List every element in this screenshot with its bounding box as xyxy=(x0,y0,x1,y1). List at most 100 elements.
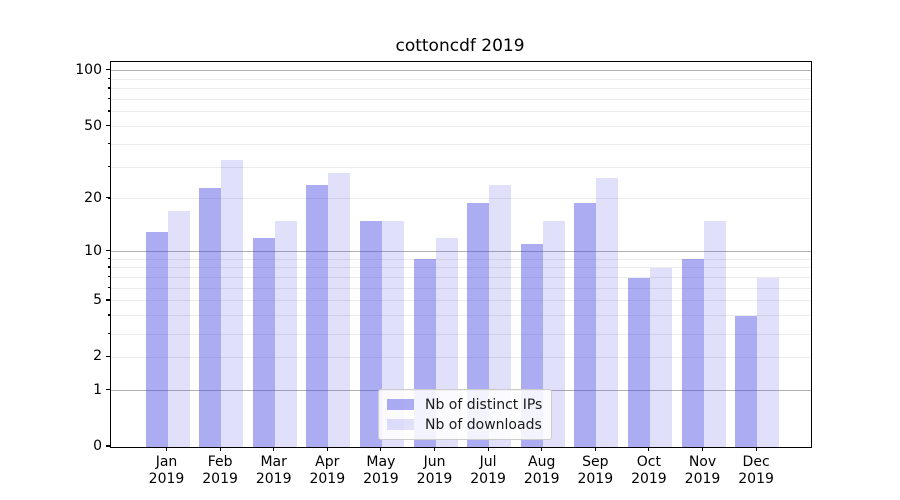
gridline-minor-2 xyxy=(111,356,811,358)
chart-title: cottoncdf 2019 xyxy=(395,36,525,56)
gridline-minor-7 xyxy=(111,277,811,279)
y-minor-tick-90 xyxy=(107,77,110,80)
x-tick-jan xyxy=(165,447,168,452)
bar-downloads-nov xyxy=(703,221,726,447)
year-label: 2019 xyxy=(738,470,774,487)
year-label: 2019 xyxy=(416,470,453,487)
x-tick-label-may: May 2019 xyxy=(351,454,411,487)
y-tick-100 xyxy=(105,69,110,71)
gridline-major-100 xyxy=(111,70,811,72)
month-label: Apr xyxy=(315,454,340,470)
year-label: 2019 xyxy=(577,470,614,487)
year-label: 2019 xyxy=(470,470,506,487)
bar-distinct-ips-apr xyxy=(306,184,329,447)
y-minor-tick-80 xyxy=(107,87,110,89)
gridline-minor-90 xyxy=(111,78,811,80)
x-tick-feb xyxy=(219,447,221,452)
month-label: Feb xyxy=(207,454,233,470)
x-tick-may xyxy=(380,447,382,452)
x-tick-label-mar: Mar 2019 xyxy=(244,454,304,487)
y-tick-label-100: 100 xyxy=(75,61,102,78)
year-label: 2019 xyxy=(631,470,667,487)
y-minor-tick-20 xyxy=(107,197,110,199)
x-tick-label-jun: Jun 2019 xyxy=(405,454,465,487)
gridline-minor-60 xyxy=(111,111,811,113)
gridline-minor-20 xyxy=(111,198,811,200)
bar-downloads-sep xyxy=(596,178,619,447)
y-tick-label-1: 1 xyxy=(93,381,102,398)
legend: Nb of distinct IPs Nb of downloads xyxy=(378,389,553,440)
y-tick-1 xyxy=(105,388,110,391)
gridline-minor-3 xyxy=(111,333,811,335)
month-label: May xyxy=(366,454,396,470)
x-tick-jul xyxy=(487,447,489,452)
year-label: 2019 xyxy=(255,470,292,487)
x-tick-jun xyxy=(433,447,436,452)
x-tick-label-dec: Dec 2019 xyxy=(726,454,786,487)
year-label: 2019 xyxy=(363,470,399,487)
legend-swatch-distinct-ips xyxy=(387,399,414,410)
y-tick-10 xyxy=(105,249,110,252)
year-label: 2019 xyxy=(148,470,185,487)
gridline-minor-80 xyxy=(111,88,811,90)
gridline-minor-6 xyxy=(111,287,811,289)
bar-downloads-apr xyxy=(328,172,351,447)
y-minor-tick-8 xyxy=(107,266,110,268)
x-tick-aug xyxy=(541,447,543,452)
y-minor-tick-30 xyxy=(107,165,110,167)
y-minor-tick-5 xyxy=(107,299,110,301)
bar-downloads-oct xyxy=(649,267,672,447)
x-tick-apr xyxy=(326,447,328,452)
y-tick-label-10: 10 xyxy=(84,242,102,259)
legend-swatch-downloads xyxy=(387,419,414,430)
legend-row-distinct-ips: Nb of distinct IPs xyxy=(387,396,542,413)
x-tick-label-oct: Oct 2019 xyxy=(619,454,679,487)
y-tick-label-0: 0 xyxy=(93,438,102,454)
y-tick-label-50: 50 xyxy=(84,117,102,134)
year-label: 2019 xyxy=(309,470,346,487)
x-tick-nov xyxy=(701,447,704,452)
month-label: Aug xyxy=(528,454,556,470)
month-label: Mar xyxy=(260,454,287,470)
y-minor-tick-60 xyxy=(107,110,110,112)
gridline-minor-70 xyxy=(111,99,811,101)
bar-distinct-ips-feb xyxy=(199,187,222,447)
bar-distinct-ips-may xyxy=(359,221,382,447)
gridline-minor-50 xyxy=(111,126,811,128)
bar-downloads-feb xyxy=(221,159,244,447)
x-tick-dec xyxy=(755,447,757,452)
y-minor-tick-4 xyxy=(107,314,110,316)
y-tick-label-20: 20 xyxy=(84,189,102,206)
bar-downloads-mar xyxy=(274,221,297,447)
bar-downloads-jan xyxy=(167,211,190,447)
gridline-minor-40 xyxy=(111,143,811,145)
y-minor-tick-70 xyxy=(107,98,110,100)
y-minor-tick-40 xyxy=(107,142,110,145)
month-label: Oct xyxy=(636,454,661,470)
gridline-major-10 xyxy=(111,251,811,253)
y-minor-tick-7 xyxy=(107,276,110,278)
gridline-minor-4 xyxy=(111,315,811,317)
bar-distinct-ips-oct xyxy=(627,277,650,447)
y-minor-tick-2 xyxy=(107,355,110,358)
month-label: Jul xyxy=(479,454,497,470)
y-tick-0 xyxy=(105,445,110,447)
gridline-minor-30 xyxy=(111,166,811,168)
bar-distinct-ips-nov xyxy=(681,259,704,447)
bar-downloads-jul xyxy=(489,184,512,447)
legend-label-distinct-ips: Nb of distinct IPs xyxy=(425,396,543,413)
gridline-minor-5 xyxy=(111,300,811,302)
legend-label-downloads: Nb of downloads xyxy=(425,416,542,433)
x-tick-label-aug: Aug 2019 xyxy=(512,454,572,487)
x-tick-label-jan: Jan 2019 xyxy=(137,454,197,487)
year-label: 2019 xyxy=(202,470,238,487)
x-tick-sep xyxy=(594,447,596,452)
bar-distinct-ips-sep xyxy=(574,202,597,447)
gridline-minor-8 xyxy=(111,267,811,269)
bar-distinct-ips-dec xyxy=(735,315,758,447)
y-minor-tick-50 xyxy=(107,125,110,127)
bar-distinct-ips-mar xyxy=(252,237,275,447)
y-minor-tick-6 xyxy=(107,286,110,289)
year-label: 2019 xyxy=(523,470,560,487)
